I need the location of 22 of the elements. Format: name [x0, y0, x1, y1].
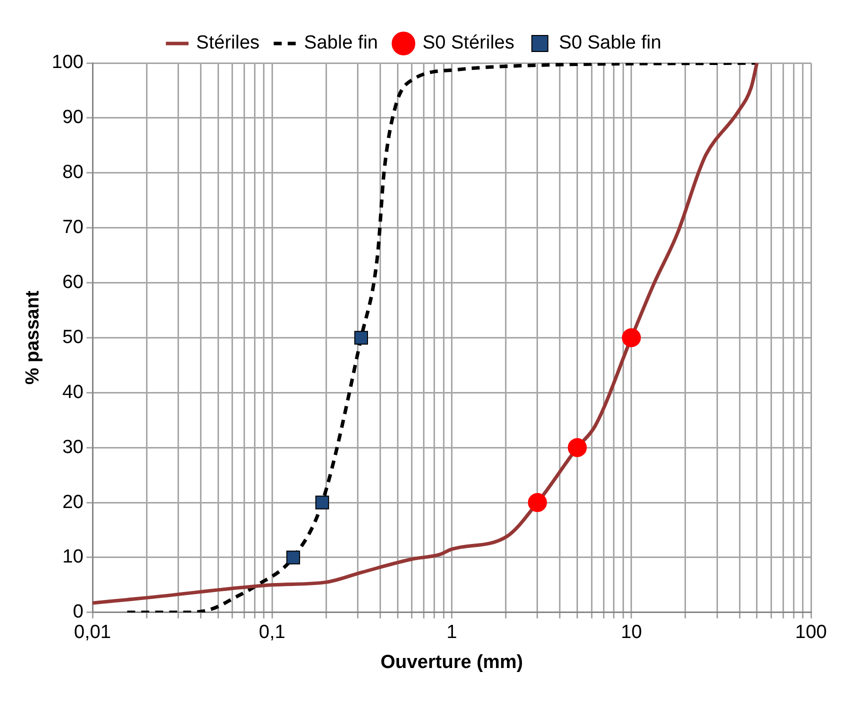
y-tick-label: 20 — [62, 492, 84, 513]
y-tick-label: 30 — [62, 436, 84, 458]
legend-label: S0 Stériles — [422, 32, 514, 54]
x-tick-label: 0,01 — [74, 622, 111, 644]
x-tick-label: 100 — [795, 622, 827, 644]
y-tick-label: 60 — [62, 272, 84, 293]
y-tick-label: 80 — [62, 162, 84, 184]
y-tick-label: 90 — [62, 107, 84, 128]
legend-label: S0 Sable fin — [558, 32, 662, 54]
x-tick-label: 0,1 — [258, 622, 286, 644]
x-tick-label: 1 — [446, 622, 458, 644]
x-tick-label: 10 — [620, 622, 642, 644]
legend-label: Stériles — [196, 32, 260, 54]
y-tick-label: 70 — [62, 217, 84, 238]
y-tick-label: 0 — [72, 602, 84, 623]
y-axis-title: % passant — [22, 290, 44, 385]
y-tick-label: 100 — [52, 52, 84, 74]
y-tick-label: 10 — [62, 546, 84, 568]
legend-label: Sable fin — [304, 32, 378, 54]
y-tick-label: 40 — [62, 382, 84, 403]
y-tick-label: 50 — [62, 326, 84, 348]
x-axis-title: Ouverture (mm) — [380, 652, 524, 673]
